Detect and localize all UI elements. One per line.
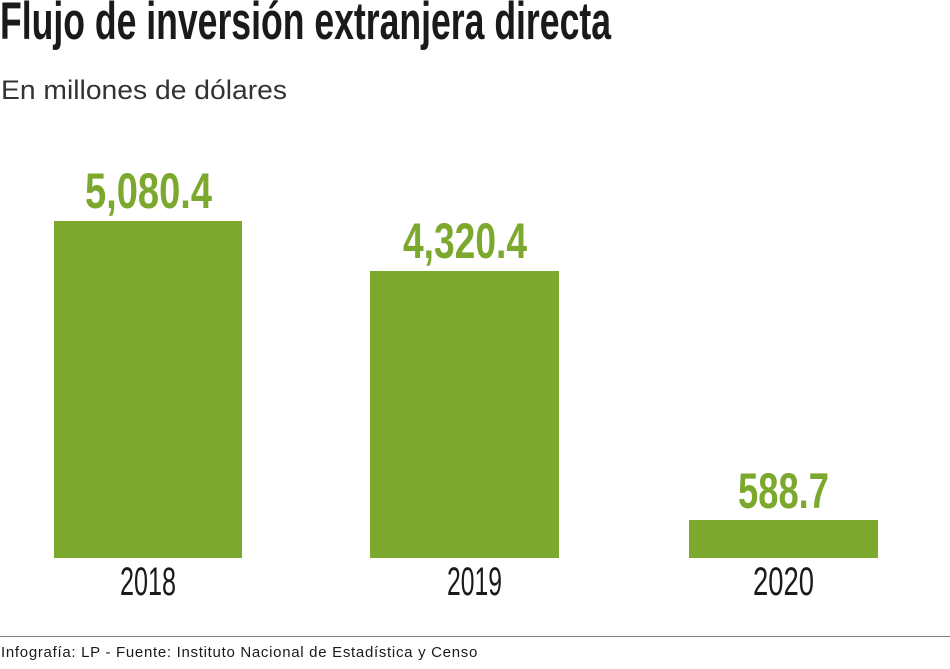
svg-text:2019: 2019 [447,560,502,604]
svg-text:2020: 2020 [753,560,814,604]
svg-text:4,320.4: 4,320.4 [403,213,527,269]
svg-text:En millones de dólares: En millones de dólares [1,75,287,105]
svg-text:5,080.4: 5,080.4 [85,163,212,219]
svg-text:Flujo de inversión extranjera: Flujo de inversión extranjera directa [0,0,611,51]
svg-text:588.7: 588.7 [738,463,829,519]
svg-text:2018: 2018 [120,560,176,604]
